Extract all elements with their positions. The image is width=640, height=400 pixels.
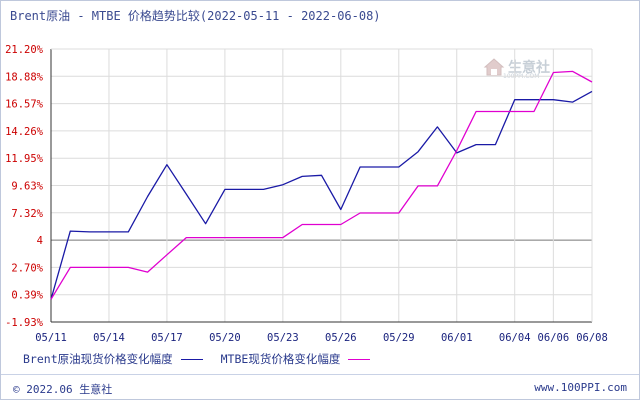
line-chart: 21.20% 18.88% 16.57% 14.26% 11.95% 9.63% 7.32%… [5, 44, 608, 344]
tick-labels: 21.20% 18.88% 16.57% 14.26% 11.95% 9.63% 7.32%… [5, 44, 608, 344]
x-tick-label: 06/01 [441, 332, 473, 344]
x-tick-label: 05/23 [267, 332, 299, 344]
x-tick-label: 05/11 [35, 332, 67, 344]
y-tick-label: 7.32% [11, 208, 43, 220]
x-tick-label: 06/08 [576, 332, 608, 344]
footer-copyright: © 2022.06 生意社 [13, 383, 113, 396]
y-tick-label: -1.93% [5, 317, 44, 329]
y-tick-label: 9.63% [11, 181, 43, 193]
legend-swatch-brent [180, 358, 203, 360]
y-tick-label: 21.20% [5, 44, 44, 56]
y-tick-label: 18.88% [5, 71, 44, 83]
x-tick-label: 05/20 [209, 332, 241, 344]
grid [50, 48, 593, 323]
x-tick-label: 05/17 [151, 332, 183, 344]
x-tick-label: 06/04 [499, 332, 531, 344]
y-tick-label: 2.70% [11, 262, 43, 274]
x-tick-label: 05/14 [93, 332, 125, 344]
legend-label-brent: Brent原油现货价格变化幅度 [23, 352, 173, 366]
legend-item-brent: Brent原油现货价格变化幅度 [23, 351, 203, 367]
series-line-brent [50, 90, 593, 300]
axes [50, 48, 593, 323]
house-icon [483, 58, 505, 76]
watermark-text: 生意社 [508, 60, 550, 76]
x-tick-label: 05/29 [383, 332, 415, 344]
series-group [50, 70, 593, 300]
x-tick-label: 05/26 [325, 332, 357, 344]
x-tick-label: 06/06 [538, 332, 570, 344]
y-tick-label: 11.95% [5, 153, 44, 165]
chart-title: Brent原油 - MTBE 价格趋势比较(2022-05-11 - 2022-… [10, 9, 381, 23]
footer: © 2022.06 生意社 www.100PPI.com [1, 374, 639, 400]
y-tick-label: 14.26% [5, 126, 44, 138]
legend: Brent原油现货价格变化幅度 MTBE现货价格变化幅度 [23, 351, 388, 367]
y-tick-label: 4 [37, 235, 43, 247]
legend-label-mtbe: MTBE现货价格变化幅度 [220, 352, 341, 366]
y-tick-label: 16.57% [5, 99, 44, 111]
series-line-mtbe [50, 70, 593, 300]
legend-item-mtbe: MTBE现货价格变化幅度 [221, 351, 371, 367]
y-tick-label: 0.39% [11, 290, 43, 302]
legend-swatch-mtbe [348, 358, 371, 360]
footer-website: www.100PPI.com [534, 381, 627, 394]
